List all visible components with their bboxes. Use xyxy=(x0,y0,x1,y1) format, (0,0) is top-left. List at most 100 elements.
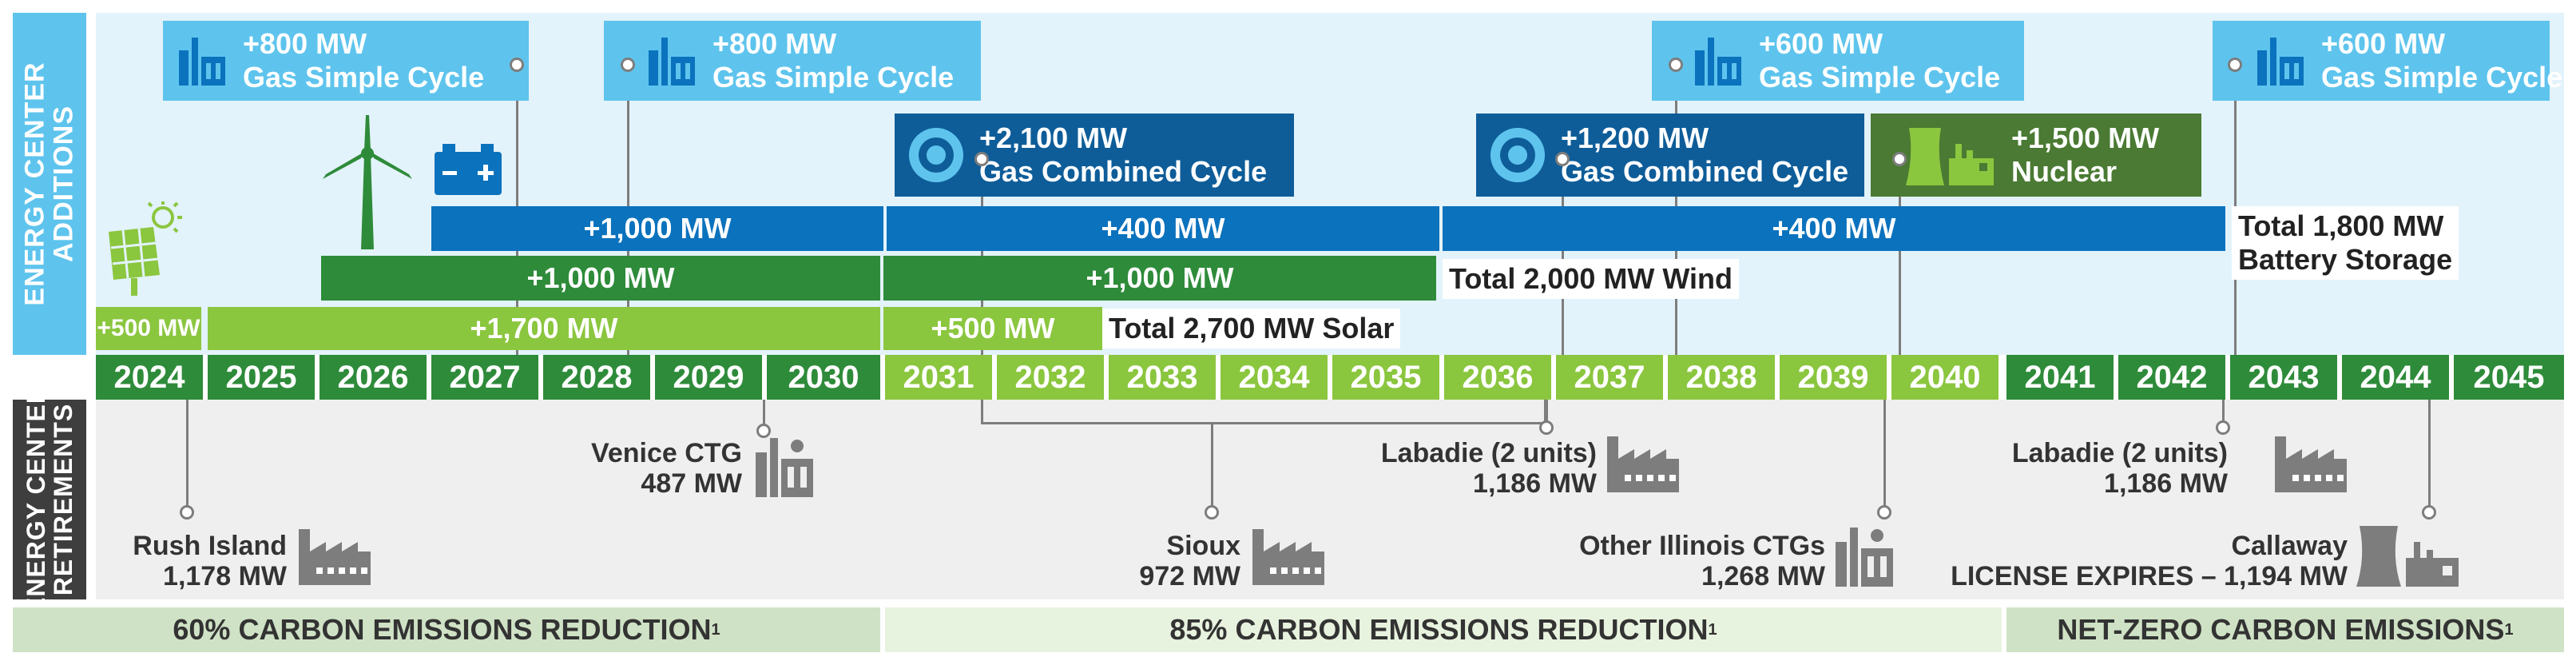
retirement-mw: 972 MW xyxy=(1139,561,1240,591)
year-2028: 2028 xyxy=(543,355,650,400)
connector-dot xyxy=(2422,505,2436,520)
year-2039: 2039 xyxy=(1780,355,1887,400)
nuclear-plant-icon xyxy=(1903,123,1998,187)
year-2024: 2024 xyxy=(96,355,203,400)
year-2032: 2032 xyxy=(997,355,1104,400)
retirement-name: Other Illinois CTGs xyxy=(1579,531,1825,561)
retirement-labadie-1: Labadie (2 units) 1,186 MW xyxy=(1381,438,1597,499)
connector-dot xyxy=(510,58,524,72)
year-2044: 2044 xyxy=(2342,355,2449,400)
factory-icon xyxy=(297,528,372,591)
retirement-name: Callaway xyxy=(2231,531,2348,561)
gas-simple-cycle-1-label: Gas Simple Cycle xyxy=(243,61,485,94)
year-2038: 2038 xyxy=(1668,355,1775,400)
retirements-sidebar-label: ENERGY CENTER RETIREMENTS xyxy=(22,384,78,615)
connector-dot xyxy=(1555,152,1570,166)
retirement-name: Venice CTG xyxy=(591,438,742,468)
nuclear-plant-icon xyxy=(2353,523,2462,592)
year-2042: 2042 xyxy=(2118,355,2225,400)
retirement-name: Sioux xyxy=(1166,531,1240,561)
additions-sidebar-label: ENERGY CENTER ADDITIONS xyxy=(20,62,79,306)
gas-ctg-icon xyxy=(1834,520,1895,592)
connector-dot xyxy=(1892,152,1907,166)
connector-dot xyxy=(756,424,771,438)
wind-bar-1: +1,000 MW xyxy=(321,256,880,301)
retirement-name: Rush Island xyxy=(133,531,287,561)
solar-total: Total 2,700 MW Solar xyxy=(1102,309,1401,348)
year-2036: 2036 xyxy=(1444,355,1551,400)
factory-icon xyxy=(2273,435,2348,498)
emissions-band-netzero-label: NET-ZERO CARBON EMISSIONS xyxy=(2057,613,2505,646)
retirement-venice: Venice CTG 487 MW xyxy=(591,438,742,499)
storage-total: Total 1,800 MW Battery Storage xyxy=(2232,206,2459,280)
connector-cc-2036 xyxy=(1562,158,1564,355)
nuclear-mw: +1,500 MW xyxy=(2011,121,2160,154)
emissions-band-netzero: NET-ZERO CARBON EMISSIONS 1 xyxy=(2006,607,2564,652)
connector-ret-sioux-right xyxy=(1544,400,1546,424)
retirement-mw: 1,268 MW xyxy=(1701,561,1825,591)
year-2026: 2026 xyxy=(320,355,427,400)
factory-icon xyxy=(1606,435,1681,498)
year-2041: 2041 xyxy=(2006,355,2114,400)
footnote-marker: 1 xyxy=(1708,621,1717,639)
solar-panel-icon xyxy=(104,200,187,299)
turbine-icon xyxy=(1487,125,1548,185)
gas-simple-cycle-2-mw: +800 MW xyxy=(712,27,837,60)
connector-ret-illinois xyxy=(1883,400,1886,512)
footnote-marker: 1 xyxy=(2504,621,2514,639)
retirement-mw: LICENSE EXPIRES – 1,194 MW xyxy=(1951,561,2348,591)
connector-dot xyxy=(1539,420,1554,435)
gas-combined-cycle-2-mw: +1,200 MW xyxy=(1561,121,1709,154)
retirement-name: Labadie (2 units) xyxy=(2011,438,2228,468)
nuclear-label: Nuclear xyxy=(2011,155,2118,188)
storage-bar-1: +1,000 MW xyxy=(431,206,883,251)
connector-ret-sioux-stem xyxy=(1211,422,1213,512)
year-2043: 2043 xyxy=(2230,355,2337,400)
gas-combined-cycle-2-label: Gas Combined Cycle xyxy=(1561,155,1849,188)
storage-bar-3: +400 MW xyxy=(1443,206,2225,251)
connector-ret-callaway xyxy=(2428,400,2431,512)
retirement-mw: 1,186 MW xyxy=(1473,468,1597,499)
connector-dot xyxy=(2228,58,2242,72)
emissions-band-60: 60% CARBON EMISSIONS REDUCTION 1 xyxy=(13,607,880,652)
gas-combined-cycle-1-mw: +2,100 MW xyxy=(979,121,1128,154)
turbine-icon xyxy=(906,125,966,185)
retirement-labadie-2: Labadie (2 units) 1,186 MW xyxy=(2012,438,2228,499)
additions-sidebar: ENERGY CENTER ADDITIONS xyxy=(13,13,86,355)
connector-dot xyxy=(1877,505,1891,520)
emissions-band-60-label: 60% CARBON EMISSIONS REDUCTION xyxy=(173,613,712,646)
gas-simple-cycle-3: +600 MW Gas Simple Cycle xyxy=(1652,21,2024,101)
connector-ret-labadie1 xyxy=(1546,400,1548,428)
gas-simple-cycle-3-label: Gas Simple Cycle xyxy=(1759,61,2001,94)
gas-simple-cycle-2-label: Gas Simple Cycle xyxy=(712,61,955,94)
battery-icon xyxy=(431,141,505,198)
connector-ret-labadie2 xyxy=(2222,400,2225,428)
connector-dot xyxy=(2216,420,2230,435)
wind-total: Total 2,000 MW Wind xyxy=(1443,259,1740,299)
retirement-mw: 1,178 MW xyxy=(163,561,287,591)
gas-combined-cycle-1: +2,100 MW Gas Combined Cycle xyxy=(895,113,1294,197)
footnote-marker: 1 xyxy=(711,621,720,639)
retirement-mw: 487 MW xyxy=(641,468,742,499)
solar-bar-2: +1,700 MW xyxy=(208,307,880,350)
connector-ret-sioux-bracket xyxy=(981,422,1546,424)
gas-ctg-icon xyxy=(754,430,815,503)
gas-simple-cycle-1-mw: +800 MW xyxy=(243,27,367,60)
factory-icon xyxy=(1251,528,1326,591)
gas-simple-cycle-4-label: Gas Simple Cycle xyxy=(2321,61,2563,94)
wind-bar-2: +1,000 MW xyxy=(883,256,1436,301)
year-2025: 2025 xyxy=(208,355,315,400)
year-2040: 2040 xyxy=(1891,355,1998,400)
gas-plant-icon xyxy=(174,33,230,89)
emissions-band-85: 85% CARBON EMISSIONS REDUCTION 1 xyxy=(885,607,2002,652)
connector-ret-venice xyxy=(763,400,765,432)
retirement-rush-island: Rush Island 1,178 MW xyxy=(133,531,287,591)
year-2029: 2029 xyxy=(655,355,762,400)
nuclear-box: +1,500 MW Nuclear xyxy=(1871,113,2201,197)
year-2027: 2027 xyxy=(431,355,538,400)
wind-turbine-icon xyxy=(320,113,415,251)
retirements-sidebar: ENERGY CENTER RETIREMENTS xyxy=(13,384,86,615)
solar-bar-1: +500 MW xyxy=(96,307,201,350)
solar-bar-3: +500 MW xyxy=(883,307,1102,350)
connector-ret-sioux-left xyxy=(981,400,983,424)
